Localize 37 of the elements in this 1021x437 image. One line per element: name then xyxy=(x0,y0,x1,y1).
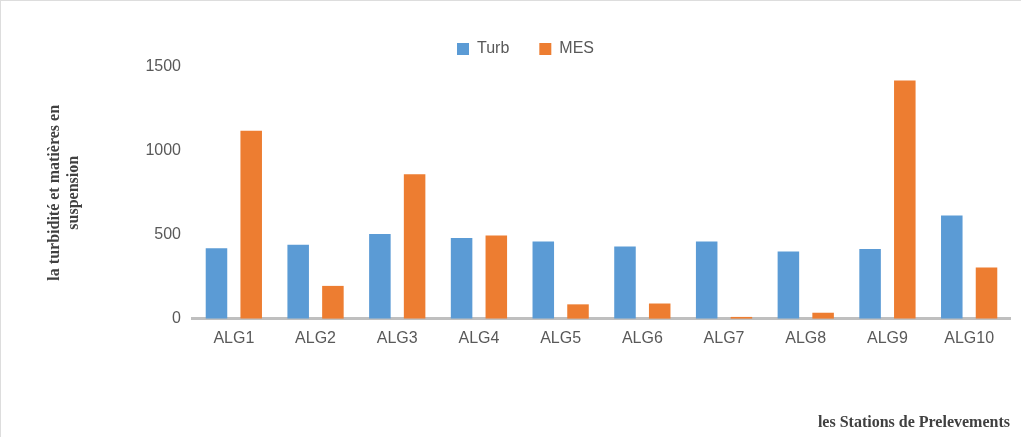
y-tick-label: 1500 xyxy=(145,57,182,75)
bar xyxy=(567,304,589,319)
bar xyxy=(403,174,426,319)
bar xyxy=(614,246,636,319)
bar xyxy=(975,267,998,319)
y-tick-label: 500 xyxy=(154,225,182,243)
x-axis-title: les Stations de Prelevements xyxy=(817,412,1010,430)
bar xyxy=(287,244,309,319)
y-tick-label: 0 xyxy=(172,309,182,327)
y-tick-label: 1000 xyxy=(145,141,182,159)
bar xyxy=(369,233,391,319)
x-tick-label: ALG5 xyxy=(540,328,582,346)
bar xyxy=(859,248,881,319)
y-axis-title: la turbidité et matières en suspension xyxy=(44,104,82,281)
bar xyxy=(205,248,228,319)
bar xyxy=(941,215,963,319)
bar xyxy=(322,285,344,319)
bar xyxy=(648,303,671,319)
x-tick-label: ALG3 xyxy=(376,328,418,346)
legend-label: Turb xyxy=(477,39,510,57)
bar xyxy=(240,130,262,319)
bar xyxy=(485,235,508,319)
x-tick-label: ALG2 xyxy=(295,328,337,346)
x-tick-label: ALG4 xyxy=(458,328,500,346)
bar xyxy=(812,312,834,319)
legend-label: MES xyxy=(559,39,594,57)
x-tick-label: ALG9 xyxy=(866,328,908,346)
bar xyxy=(894,80,916,319)
x-tick-label: ALG7 xyxy=(703,328,745,346)
x-tick-label: ALG10 xyxy=(944,328,995,346)
x-tick-label: ALG1 xyxy=(213,328,255,346)
bar xyxy=(777,251,800,319)
bar xyxy=(450,238,473,319)
bar xyxy=(695,241,718,319)
x-tick-label: ALG8 xyxy=(785,328,827,346)
bar xyxy=(532,241,555,319)
x-tick-label: ALG6 xyxy=(621,328,663,346)
